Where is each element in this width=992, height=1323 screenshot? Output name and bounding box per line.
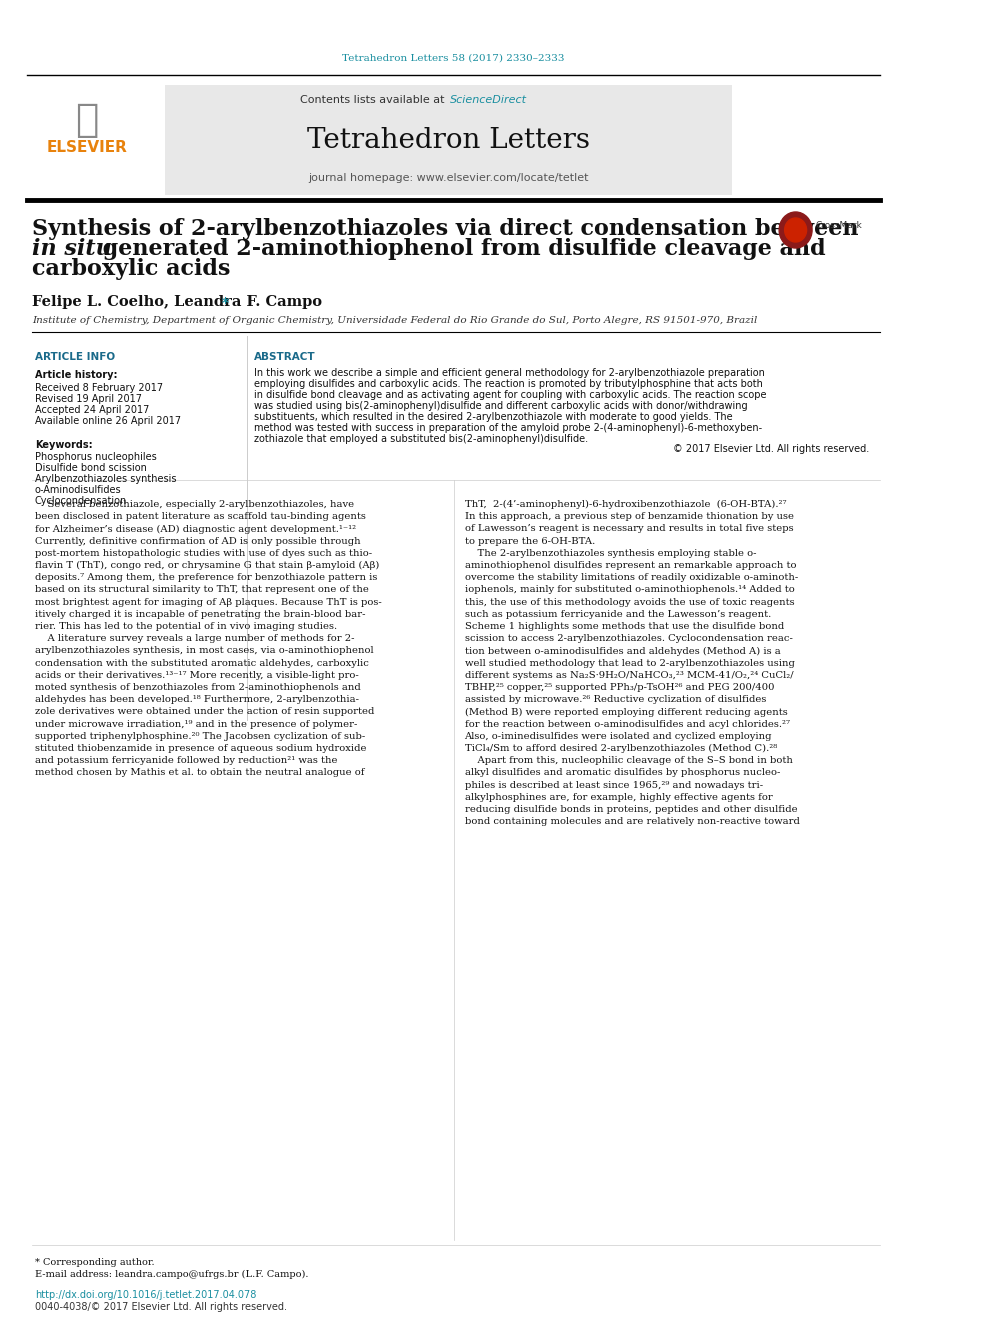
Text: alkylphosphines are, for example, highly effective agents for: alkylphosphines are, for example, highly…: [464, 792, 773, 802]
Text: Received 8 February 2017: Received 8 February 2017: [35, 382, 163, 393]
Text: A literature survey reveals a large number of methods for 2-: A literature survey reveals a large numb…: [35, 634, 354, 643]
Text: ELSEVIER: ELSEVIER: [47, 140, 127, 156]
Text: for Alzheimer’s disease (AD) diagnostic agent development.¹⁻¹²: for Alzheimer’s disease (AD) diagnostic …: [35, 524, 356, 533]
Circle shape: [779, 212, 812, 247]
Circle shape: [785, 218, 806, 242]
Text: Keywords:: Keywords:: [35, 441, 92, 450]
Text: Currently, definitive confirmation of AD is only possible through: Currently, definitive confirmation of AD…: [35, 537, 360, 545]
Text: Contents lists available at: Contents lists available at: [301, 95, 448, 105]
Text: substituents, which resulted in the desired 2-arylbenzothiazole with moderate to: substituents, which resulted in the desi…: [254, 411, 733, 422]
Text: Arylbenzothiazoles synthesis: Arylbenzothiazoles synthesis: [35, 474, 177, 484]
Text: itively charged it is incapable of penetrating the brain-blood bar-: itively charged it is incapable of penet…: [35, 610, 365, 619]
Text: assisted by microwave.²⁶ Reductive cyclization of disulfides: assisted by microwave.²⁶ Reductive cycli…: [464, 695, 766, 704]
Text: Accepted 24 April 2017: Accepted 24 April 2017: [35, 405, 149, 415]
Text: Scheme 1 highlights some methods that use the disulfide bond: Scheme 1 highlights some methods that us…: [464, 622, 784, 631]
Text: Phosphorus nucleophiles: Phosphorus nucleophiles: [35, 452, 157, 462]
Text: zothiazole that employed a substituted bis(2-aminophenyl)disulfide.: zothiazole that employed a substituted b…: [254, 434, 588, 445]
Text: method chosen by Mathis et al. to obtain the neutral analogue of: method chosen by Mathis et al. to obtain…: [35, 769, 364, 778]
Text: TiCl₄/Sm to afford desired 2-arylbenzothiazoles (Method C).²⁸: TiCl₄/Sm to afford desired 2-arylbenzoth…: [464, 744, 777, 753]
Text: this, the use of this methodology avoids the use of toxic reagents: this, the use of this methodology avoids…: [464, 598, 795, 607]
Text: method was tested with success in preparation of the amyloid probe 2-(4-aminophe: method was tested with success in prepar…: [254, 423, 763, 433]
Text: of Lawesson’s reagent is necessary and results in total five steps: of Lawesson’s reagent is necessary and r…: [464, 524, 794, 533]
Text: Several benzothiazole, especially 2-arylbenzothiazoles, have: Several benzothiazole, especially 2-aryl…: [35, 500, 354, 509]
Text: scission to access 2-arylbenzothiazoles. Cyclocondensation reac-: scission to access 2-arylbenzothiazoles.…: [464, 634, 793, 643]
Text: journal homepage: www.elsevier.com/locate/tetlet: journal homepage: www.elsevier.com/locat…: [308, 173, 588, 183]
Text: been disclosed in patent literature as scaffold tau-binding agents: been disclosed in patent literature as s…: [35, 512, 366, 521]
Text: ThT,  2-(4’-aminophenyl)-6-hydroxibenzothiazole  (6-OH-BTA).²⁷: ThT, 2-(4’-aminophenyl)-6-hydroxibenzoth…: [464, 500, 786, 509]
Text: © 2017 Elsevier Ltd. All rights reserved.: © 2017 Elsevier Ltd. All rights reserved…: [673, 445, 869, 454]
Text: was studied using bis(2-aminophenyl)disulfide and different carboxylic acids wit: was studied using bis(2-aminophenyl)disu…: [254, 401, 748, 411]
Text: philes is described at least since 1965,²⁹ and nowadays tri-: philes is described at least since 1965,…: [464, 781, 763, 790]
Text: Tetrahedron Letters 58 (2017) 2330–2333: Tetrahedron Letters 58 (2017) 2330–2333: [342, 53, 564, 62]
Text: in disulfide bond cleavage and as activating agent for coupling with carboxylic : in disulfide bond cleavage and as activa…: [254, 390, 767, 400]
Text: well studied methodology that lead to 2-arylbenzothiazoles using: well studied methodology that lead to 2-…: [464, 659, 795, 668]
Text: Available online 26 April 2017: Available online 26 April 2017: [35, 415, 181, 426]
Text: 🌳: 🌳: [75, 101, 98, 139]
Text: ARTICLE INFO: ARTICLE INFO: [35, 352, 115, 363]
Text: carboxylic acids: carboxylic acids: [32, 258, 230, 280]
Text: * Corresponding author.: * Corresponding author.: [35, 1258, 155, 1267]
Text: ScienceDirect: ScienceDirect: [450, 95, 527, 105]
Text: such as potassium ferricyanide and the Lawesson’s reagent.: such as potassium ferricyanide and the L…: [464, 610, 771, 619]
Text: In this approach, a previous step of benzamide thionation by use: In this approach, a previous step of ben…: [464, 512, 794, 521]
Text: aldehydes has been developed.¹⁸ Furthermore, 2-arylbenzothia-: aldehydes has been developed.¹⁸ Furtherm…: [35, 695, 359, 704]
Text: Also, o-iminedisulfides were isolated and cyclized employing: Also, o-iminedisulfides were isolated an…: [464, 732, 772, 741]
Text: supported triphenylphosphine.²⁰ The Jacobsen cyclization of sub-: supported triphenylphosphine.²⁰ The Jaco…: [35, 732, 365, 741]
Text: The 2-arylbenzothiazoles synthesis employing stable o-: The 2-arylbenzothiazoles synthesis emplo…: [464, 549, 756, 558]
Text: flavin T (ThT), congo red, or chrysamine G that stain β-amyloid (Aβ): flavin T (ThT), congo red, or chrysamine…: [35, 561, 379, 570]
Text: post-mortem histopathologic studies with use of dyes such as thio-: post-mortem histopathologic studies with…: [35, 549, 372, 558]
Text: most brightest agent for imaging of Aβ plaques. Because ThT is pos-: most brightest agent for imaging of Aβ p…: [35, 598, 382, 607]
Text: aminothiophenol disulfides represent an remarkable approach to: aminothiophenol disulfides represent an …: [464, 561, 796, 570]
Text: http://dx.doi.org/10.1016/j.tetlet.2017.04.078: http://dx.doi.org/10.1016/j.tetlet.2017.…: [35, 1290, 256, 1301]
Text: employing disulfides and carboxylic acids. The reaction is promoted by tributylp: employing disulfides and carboxylic acid…: [254, 378, 763, 389]
Text: alkyl disulfides and aromatic disulfides by phosphorus nucleo-: alkyl disulfides and aromatic disulfides…: [464, 769, 780, 778]
Text: different systems as Na₂S·9H₂O/NaHCO₃,²³ MCM-41/O₂,²⁴ CuCl₂/: different systems as Na₂S·9H₂O/NaHCO₃,²³…: [464, 671, 794, 680]
Text: ABSTRACT: ABSTRACT: [254, 352, 315, 363]
Text: Felipe L. Coelho, Leandra F. Campo: Felipe L. Coelho, Leandra F. Campo: [32, 295, 322, 310]
Text: Synthesis of 2-arylbenzothiazoles via direct condensation between: Synthesis of 2-arylbenzothiazoles via di…: [32, 218, 858, 239]
Text: Institute of Chemistry, Department of Organic Chemistry, Universidade Federal do: Institute of Chemistry, Department of Or…: [32, 316, 757, 325]
Text: In this work we describe a simple and efficient general methodology for 2-arylbe: In this work we describe a simple and ef…: [254, 368, 765, 378]
Text: condensation with the substituted aromatic aldehydes, carboxylic: condensation with the substituted aromat…: [35, 659, 369, 668]
Text: iophenols, mainly for substituted o-aminothiophenols.¹⁴ Added to: iophenols, mainly for substituted o-amin…: [464, 585, 795, 594]
Text: for the reaction between o-aminodisulfides and acyl chlorides.²⁷: for the reaction between o-aminodisulfid…: [464, 720, 790, 729]
Text: Article history:: Article history:: [35, 370, 117, 380]
Text: *: *: [221, 296, 228, 310]
Text: Apart from this, nucleophilic cleavage of the S–S bond in both: Apart from this, nucleophilic cleavage o…: [464, 757, 793, 765]
Text: based on its structural similarity to ThT, that represent one of the: based on its structural similarity to Th…: [35, 585, 369, 594]
Text: stituted thiobenzamide in presence of aqueous sodium hydroxide: stituted thiobenzamide in presence of aq…: [35, 744, 366, 753]
FancyBboxPatch shape: [165, 85, 731, 194]
Text: TBHP,²⁵ copper,²⁵ supported PPh₃/p-TsOH²⁶ and PEG 200/400: TBHP,²⁵ copper,²⁵ supported PPh₃/p-TsOH²…: [464, 683, 774, 692]
Text: arylbenzothiazoles synthesis, in most cases, via o-aminothiophenol: arylbenzothiazoles synthesis, in most ca…: [35, 647, 373, 655]
Text: under microwave irradiation,¹⁹ and in the presence of polymer-: under microwave irradiation,¹⁹ and in th…: [35, 720, 357, 729]
Text: o-Aminodisulfides: o-Aminodisulfides: [35, 486, 121, 495]
Text: reducing disulfide bonds in proteins, peptides and other disulfide: reducing disulfide bonds in proteins, pe…: [464, 804, 798, 814]
Text: CrossMark: CrossMark: [815, 221, 862, 229]
Text: to prepare the 6-OH-BTA.: to prepare the 6-OH-BTA.: [464, 537, 595, 545]
Text: E-mail address: leandra.campo@ufrgs.br (L.F. Campo).: E-mail address: leandra.campo@ufrgs.br (…: [35, 1270, 309, 1279]
Text: and potassium ferricyanide followed by reduction²¹ was the: and potassium ferricyanide followed by r…: [35, 757, 337, 765]
Text: rier. This has led to the potential of in vivo imaging studies.: rier. This has led to the potential of i…: [35, 622, 337, 631]
Text: bond containing molecules and are relatively non-reactive toward: bond containing molecules and are relati…: [464, 818, 800, 826]
Text: (Method B) were reported employing different reducing agents: (Method B) were reported employing diffe…: [464, 708, 788, 717]
Text: tion between o-aminodisulfides and aldehydes (Method A) is a: tion between o-aminodisulfides and aldeh…: [464, 647, 781, 655]
Text: deposits.⁷ Among them, the preference for benzothiazole pattern is: deposits.⁷ Among them, the preference fo…: [35, 573, 377, 582]
Text: 0040-4038/© 2017 Elsevier Ltd. All rights reserved.: 0040-4038/© 2017 Elsevier Ltd. All right…: [35, 1302, 287, 1312]
Text: acids or their derivatives.¹³⁻¹⁷ More recently, a visible-light pro-: acids or their derivatives.¹³⁻¹⁷ More re…: [35, 671, 358, 680]
Text: zole derivatives were obtained under the action of resin supported: zole derivatives were obtained under the…: [35, 708, 374, 716]
Text: generated 2-aminothiophenol from disulfide cleavage and: generated 2-aminothiophenol from disulfi…: [95, 238, 825, 261]
Text: Disulfide bond scission: Disulfide bond scission: [35, 463, 147, 474]
Text: Tetrahedron Letters: Tetrahedron Letters: [307, 127, 589, 153]
Text: overcome the stability limitations of readily oxidizable o-aminoth-: overcome the stability limitations of re…: [464, 573, 798, 582]
Text: in situ: in situ: [32, 238, 112, 261]
Text: moted synthesis of benzothiazoles from 2-aminothiophenols and: moted synthesis of benzothiazoles from 2…: [35, 683, 360, 692]
Text: Revised 19 April 2017: Revised 19 April 2017: [35, 394, 142, 404]
Text: Cyclocondensation: Cyclocondensation: [35, 496, 127, 505]
